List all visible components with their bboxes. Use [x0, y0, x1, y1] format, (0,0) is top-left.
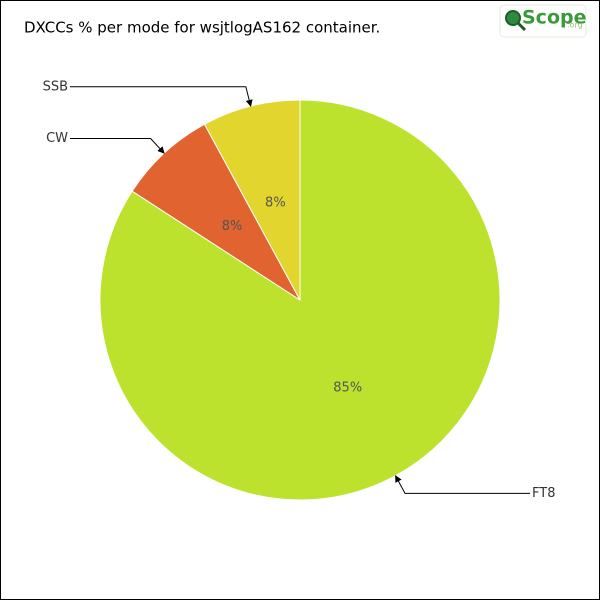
- chart-title: DXCCs % per mode for wsjtlogAS162 contai…: [24, 19, 380, 37]
- leader-line: [395, 475, 530, 494]
- logo-suffix: .org: [567, 21, 583, 30]
- logo-text: Scope: [522, 7, 587, 29]
- category-label: FT8: [532, 486, 555, 501]
- logo: Scope .org: [499, 4, 587, 38]
- leader-line: [70, 86, 253, 107]
- value-label: 85%: [333, 380, 362, 395]
- logo-box: [499, 4, 587, 38]
- category-label: SSB: [43, 79, 68, 94]
- value-label: 8%: [265, 196, 286, 211]
- logo-icon: [505, 10, 521, 26]
- category-label: CW: [46, 131, 68, 146]
- value-label: 8%: [222, 219, 243, 234]
- logo-icon: [516, 21, 527, 32]
- leader-line: [70, 138, 165, 154]
